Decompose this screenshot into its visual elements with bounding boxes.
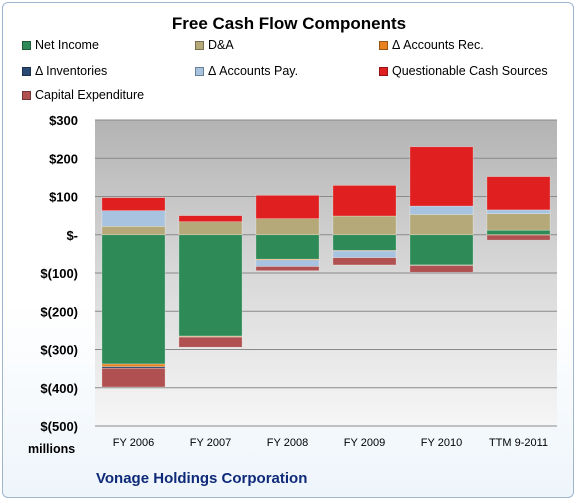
bar-segment — [332, 185, 397, 217]
bar-segment — [409, 146, 474, 207]
bar-segment — [255, 260, 320, 267]
bar-segment — [486, 176, 551, 211]
bar-segment — [409, 234, 474, 266]
x-tick-label: FY 2009 — [344, 437, 385, 449]
bar-segment — [255, 195, 320, 219]
bar-segment — [101, 197, 166, 211]
bar-segment — [409, 205, 474, 215]
bar-segment — [332, 234, 397, 251]
bar-segment — [409, 265, 474, 273]
bar-segment — [101, 363, 166, 368]
bar-segment — [486, 229, 551, 236]
legend-label: Capital Expenditure — [35, 88, 145, 102]
legend-item: Δ Accounts Pay. — [195, 64, 298, 78]
bar-segment — [486, 209, 551, 215]
y-tick-label: $300 — [49, 113, 78, 128]
legend-swatch — [379, 66, 388, 76]
x-tick-label: FY 2010 — [421, 437, 462, 449]
legend-item: Questionable Cash Sources — [379, 64, 548, 78]
chart-title: Free Cash Flow Components — [171, 14, 407, 33]
bar-segment — [101, 226, 166, 236]
y-tick-label: $100 — [49, 190, 78, 205]
legend-swatch — [195, 40, 204, 50]
legend-label: D&A — [208, 38, 234, 52]
legend-label: Questionable Cash Sources — [392, 64, 548, 78]
legend-item: D&A — [195, 38, 234, 52]
bar-segment — [178, 221, 243, 236]
bar-segment — [255, 218, 320, 236]
legend-swatch — [379, 40, 388, 50]
bar-segment — [101, 367, 166, 388]
legend-label: Δ Inventories — [35, 64, 108, 78]
x-tick-label: FY 2007 — [190, 437, 231, 449]
bar-segment — [332, 257, 397, 266]
y-tick-label: $(500) — [40, 419, 78, 434]
y-tick-label: $(300) — [40, 343, 78, 358]
units-label: millions — [28, 442, 76, 456]
y-tick-label: $(100) — [40, 266, 78, 281]
legend-swatch — [22, 66, 31, 76]
bar-segment — [486, 213, 551, 231]
legend-swatch — [195, 66, 204, 76]
legend-item: Capital Expenditure — [22, 88, 144, 102]
legend-swatch — [22, 90, 31, 100]
bar-segment — [178, 215, 243, 223]
legend-swatch — [22, 40, 31, 50]
bar-segment — [101, 234, 166, 365]
legend-label: Δ Accounts Pay. — [208, 64, 299, 78]
legend-label: Δ Accounts Rec. — [392, 38, 484, 52]
bar-segment — [486, 234, 551, 241]
y-tick-label: $- — [66, 228, 78, 243]
x-tick-label: FY 2006 — [113, 437, 154, 449]
y-tick-label: $(400) — [40, 381, 78, 396]
bar-segment — [332, 250, 397, 258]
bar-segment — [409, 214, 474, 236]
y-tick-label: $200 — [49, 151, 78, 166]
y-tick-label: $(200) — [40, 304, 78, 319]
legend-item: Δ Accounts Rec. — [379, 38, 484, 52]
legend-label: Net Income — [35, 38, 99, 52]
company-name: Vonage Holdings Corporation — [96, 470, 308, 487]
x-tick-label: FY 2008 — [267, 437, 308, 449]
bar-segment — [255, 234, 320, 260]
bar-segment — [101, 210, 166, 227]
legend-item: Net Income — [22, 38, 99, 52]
legend-item: Δ Inventories — [22, 64, 107, 78]
bar-segment — [332, 215, 397, 236]
bar-segment — [178, 234, 243, 337]
x-tick-label: TTM 9-2011 — [489, 437, 548, 449]
bar-segment — [255, 266, 320, 272]
bar-segment — [178, 336, 243, 348]
